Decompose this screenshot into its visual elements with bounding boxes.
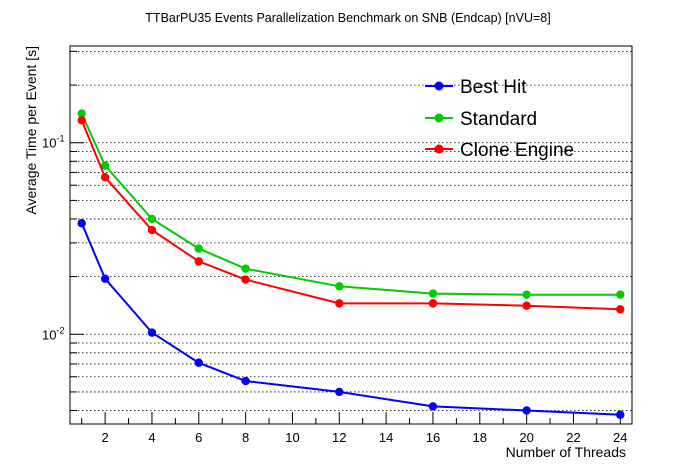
- legend-label: Standard: [460, 109, 537, 130]
- data-point: [522, 301, 531, 310]
- x-tick-label: 10: [285, 430, 299, 445]
- data-point: [194, 257, 203, 266]
- legend-marker: [434, 144, 444, 154]
- data-point: [100, 173, 110, 182]
- x-tick-label: 16: [426, 430, 440, 445]
- data-point: [147, 225, 157, 235]
- data-point: [335, 282, 344, 291]
- data-point: [428, 402, 438, 411]
- series-layer: [77, 109, 625, 419]
- data-point: [616, 290, 625, 299]
- legend-label: Clone Engine: [460, 140, 574, 161]
- axis-layer: 10-210-12 4 6 8 10 12 14 16 18 20 22 24: [42, 50, 628, 445]
- data-point: [100, 161, 110, 170]
- x-tick-label: 22: [566, 430, 580, 445]
- legend-label: Best Hit: [460, 77, 527, 98]
- y-tick-label: 10-2: [42, 325, 64, 342]
- data-point: [428, 299, 438, 308]
- data-point: [335, 299, 344, 308]
- data-point: [77, 109, 86, 118]
- data-point: [77, 219, 86, 228]
- y-tick-label: 10-1: [42, 134, 64, 151]
- data-point: [194, 358, 203, 367]
- x-tick-label: 24: [613, 430, 627, 445]
- data-point: [147, 328, 157, 337]
- data-point: [241, 275, 250, 284]
- plot-frame: [69, 45, 633, 425]
- legend-item: Best Hit: [425, 77, 527, 98]
- data-point: [522, 290, 531, 299]
- legend-item: Standard: [425, 109, 537, 130]
- chart-title: TTBarPU35 Events Parallelization Benchma…: [145, 11, 550, 25]
- data-point: [147, 214, 157, 224]
- data-point: [335, 387, 344, 397]
- y-axis-label: Average Time per Event [s]: [23, 46, 39, 215]
- x-axis-label: Number of Threads: [506, 444, 626, 460]
- x-tick-label: 12: [332, 430, 346, 445]
- x-tick-label: 8: [242, 430, 249, 445]
- data-point: [77, 116, 86, 125]
- x-tick-label: 4: [148, 430, 155, 445]
- data-point: [616, 305, 625, 314]
- x-tick-label: 2: [102, 430, 109, 445]
- legend: Best Hit Standard Clone Engine: [425, 77, 574, 161]
- data-point: [428, 289, 438, 298]
- series-line-best-hit: [80, 222, 621, 416]
- x-tick-label: 6: [195, 430, 202, 445]
- legend-item: Clone Engine: [425, 140, 574, 161]
- data-point: [100, 274, 110, 283]
- data-point: [194, 244, 203, 253]
- data-point: [241, 264, 250, 273]
- x-tick-label: 20: [519, 430, 533, 445]
- data-point: [616, 410, 625, 419]
- data-point: [241, 376, 250, 386]
- grid-layer: [70, 50, 632, 411]
- data-point: [522, 406, 531, 415]
- legend-marker: [434, 81, 444, 91]
- x-tick-label: 14: [379, 430, 393, 445]
- x-tick-label: 18: [473, 430, 487, 445]
- legend-marker: [434, 113, 444, 123]
